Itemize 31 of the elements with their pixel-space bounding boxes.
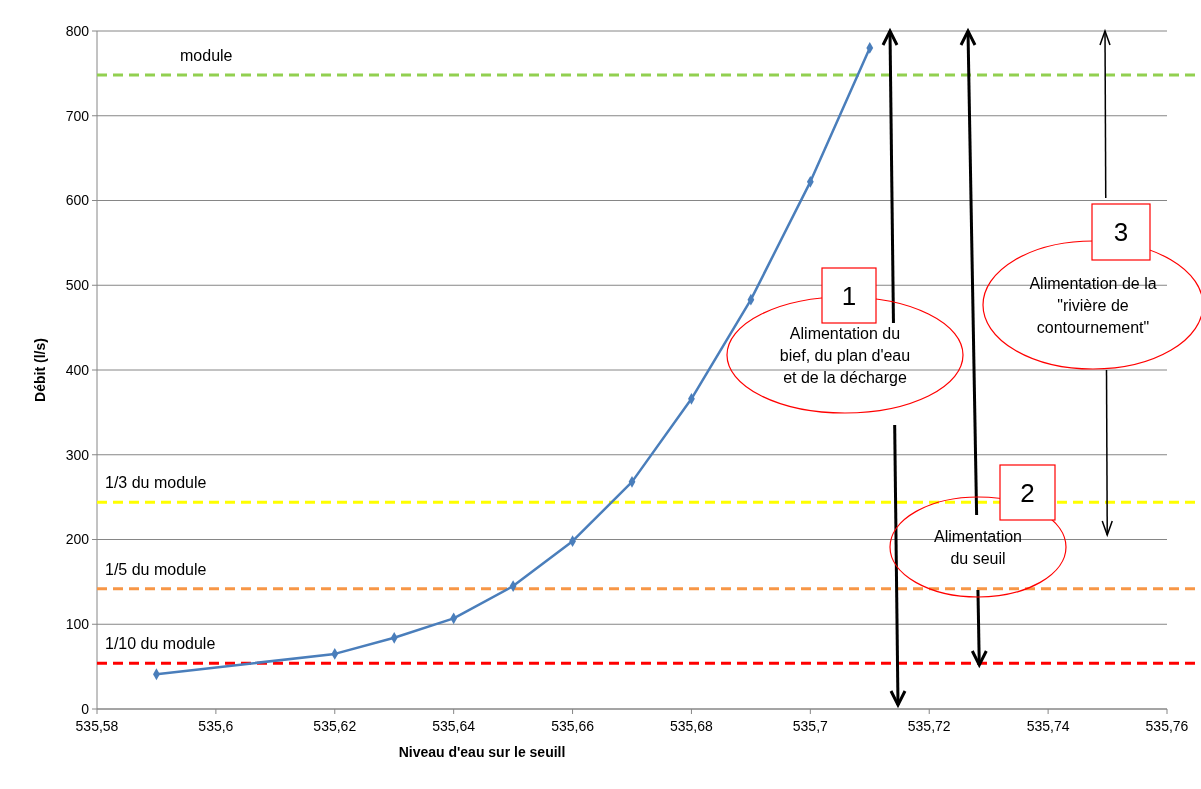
y-tick-label: 300 [65,446,90,463]
annotation: Alimentation du seuil [933,527,1023,567]
x-tick-label: 535,7 [792,718,829,734]
y-tick-label: 100 [65,616,90,633]
x-tick-label: 535,74 [1026,718,1070,734]
ref-line-label: 1/5 du module [105,560,207,578]
annotation: 3 [1113,217,1129,248]
x-tick-label: 535,68 [670,718,714,734]
ref-line-label: module [180,47,233,65]
x-tick-label: 535,76 [1145,718,1189,734]
y-axis-title: Débit (l/s) [32,338,48,402]
x-tick-label: 535,6 [198,718,234,734]
x-tick-label: 535,62 [313,718,357,734]
annotation: Alimentation du bief, du plan d'eau et de la décharge [779,324,911,386]
annotation: Alimentation de la "rivière de contournement" [1029,274,1157,336]
y-tick-label: 500 [65,277,90,294]
y-tick-label: 400 [65,361,90,378]
ref-line-label: 1/10 du module [105,635,216,653]
x-tick-label: 535,64 [432,718,476,734]
x-tick-label: 535,58 [75,718,119,734]
ref-line-label: 1/3 du module [105,474,207,492]
y-tick-label: 600 [65,192,90,209]
x-axis-title: Niveau d'eau sur le seuill [398,744,566,760]
y-tick-label: 700 [65,107,90,124]
x-tick-label: 535,72 [907,718,951,734]
y-tick-label: 800 [65,22,90,39]
annotation: 1 [841,280,857,311]
y-tick-label: 200 [65,531,90,548]
y-tick-label: 0 [81,700,90,717]
annotation: 2 [1020,477,1035,508]
x-tick-label: 535,66 [551,718,595,734]
